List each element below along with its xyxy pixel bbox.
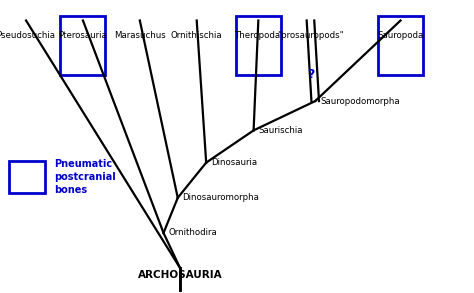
Text: Saurischia: Saurischia: [258, 126, 303, 135]
Text: Sauropoda: Sauropoda: [377, 31, 424, 40]
Text: ?: ?: [307, 68, 314, 81]
Text: Dinosauria: Dinosauria: [211, 158, 257, 167]
Text: Ornithischia: Ornithischia: [171, 31, 222, 40]
Text: Pterosauria: Pterosauria: [59, 31, 107, 40]
Text: Pneumatic
postcranial
bones: Pneumatic postcranial bones: [55, 159, 116, 195]
Text: Sauropodomorpha: Sauropodomorpha: [320, 97, 400, 105]
Text: Theropoda: Theropoda: [235, 31, 282, 40]
Text: Marasuchus: Marasuchus: [114, 31, 166, 40]
Text: Pseudosuchia: Pseudosuchia: [0, 31, 55, 40]
Text: Ornithodira: Ornithodira: [168, 229, 217, 237]
Text: ARCHOSAURIA: ARCHOSAURIA: [138, 270, 222, 280]
Text: Dinosauromorpha: Dinosauromorpha: [182, 193, 259, 202]
Text: "prosauropods": "prosauropods": [277, 31, 344, 40]
